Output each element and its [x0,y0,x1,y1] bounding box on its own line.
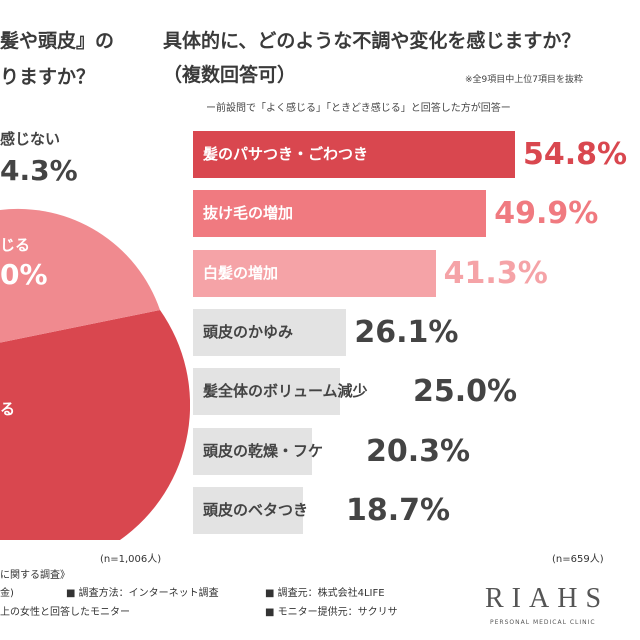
bar-5 [193,427,313,475]
chart-note: ※全9項目中上位7項目を抜粋 [465,75,583,85]
left-question-line2: りますか？ [0,66,96,88]
bar-label-5: 頭皮の乾燥・フケ [203,441,324,460]
bar-label-4: 髪全体のボリューム減少 [203,382,368,401]
riahs-logo: RIAHS [485,583,610,614]
footer-line1: に関する調査》 [0,570,70,581]
pie-slice-pink [0,208,160,343]
chart-title-line1: 具体的に、どのような不調や変化を感じますか？ [163,30,581,52]
footer-method: ■ 調査方法：インターネット調査 [66,588,219,599]
pie-label-often: る [0,400,16,418]
bar-label-6: 頭皮のベタつき [203,500,309,519]
bar-value-4: 25.0% [413,374,518,410]
n-left: (n=1,006人) [100,554,162,565]
bar-3 [193,308,347,356]
bar-2 [193,249,436,297]
footer-source: ■ 調査元：株式会社4LIFE [265,588,385,599]
bar-value-2: 41.3% [443,255,548,291]
bar-value-3: 26.1% [354,314,459,350]
footer-line2-left: 金) [0,588,14,599]
footer-provider: ■ モニター提供元：サクリサ [265,607,398,618]
pie-label-sometimes: じる [0,236,31,254]
riahs-logo-sub: PERSONAL MEDICAL CLINIC [490,619,596,626]
bar-label-1: 抜け毛の増加 [203,204,294,223]
bar-6 [193,486,303,534]
chart-title-line2: （複数回答可） [163,64,297,86]
bar-value-6: 18.7% [346,492,451,528]
left-question-line1: 髪や頭皮』の [0,30,115,52]
pie-chart [0,208,190,540]
bar-value-5: 20.3% [366,433,471,469]
chart-subtitle: ー前設問で「よく感じる」「ときどき感じる」と回答した方が回答ー [206,103,511,114]
bar-value-1: 49.9% [494,196,599,232]
bar-value-0: 54.8% [523,137,628,172]
bar-label-2: 白髪の増加 [203,263,279,282]
bar-1 [193,190,487,238]
footer-line3-left: 上の女性と回答したモニター [0,607,130,618]
bar-label-0: 髪のパサつき・ごわつき [203,145,369,163]
pie-label-not-feel: 感じない [0,130,61,148]
bar-4 [193,368,340,416]
pie-slice-red [0,310,190,540]
pie-percent-not-feel: 4.3% [0,154,78,187]
pie-percent-sometimes: 0% [0,258,48,291]
bar-label-3: 頭皮のかゆみ [203,322,294,341]
bar-0 [193,131,515,178]
n-right: (n=659人) [552,554,604,565]
